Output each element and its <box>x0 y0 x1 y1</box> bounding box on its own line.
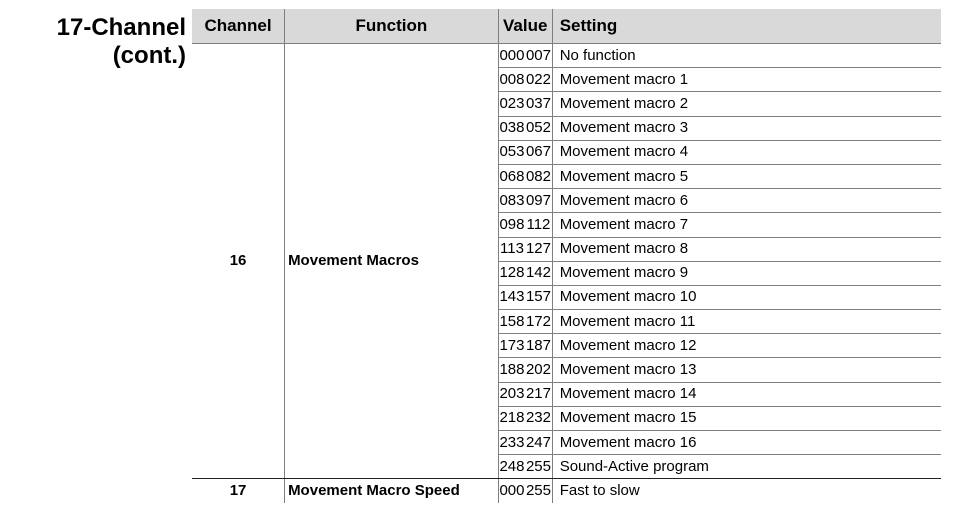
value-to-cell: 037 <box>525 91 553 117</box>
setting-cell: Movement macro 3 <box>552 116 941 141</box>
setting-cell: Movement macro 8 <box>552 237 941 262</box>
table-row: 113 127 Movement macro 8 <box>192 237 941 262</box>
table-row: 038 052 Movement macro 3 <box>192 116 941 141</box>
value-to-cell: 247 <box>525 430 553 456</box>
value-to-cell: 112 <box>525 212 553 238</box>
value-from-cell: 000 <box>498 43 526 69</box>
value-to-cell: 007 <box>525 43 553 69</box>
table-row: 233 247 Movement macro 16 <box>192 430 941 456</box>
table-row: 16 Movement Macros 000 007 No function <box>192 43 941 480</box>
table-row: 023 037 Movement macro 2 <box>192 91 941 117</box>
value-to-cell: 172 <box>525 309 553 335</box>
header-value: Value <box>498 9 553 44</box>
table-row: 158 172 Movement macro 11 <box>192 309 941 335</box>
value-from-cell: 083 <box>498 188 526 214</box>
setting-cell: Movement macro 5 <box>552 164 941 190</box>
header-channel: Channel <box>192 9 286 44</box>
setting-cell: Movement macro 2 <box>552 91 941 117</box>
setting-cell: Movement macro 14 <box>552 382 941 407</box>
table-row: 173 187 Movement macro 12 <box>192 333 941 359</box>
setting-cell: Movement macro 11 <box>552 309 941 335</box>
setting-cell: No function <box>552 43 941 69</box>
value-to-cell: 022 <box>525 67 553 93</box>
value-from-cell: 098 <box>498 212 526 238</box>
value-to-cell: 255 <box>525 454 553 480</box>
value-to-cell: 082 <box>525 164 553 190</box>
table-row: 143 157 Movement macro 10 <box>192 285 941 311</box>
setting-cell: Fast to slow <box>559 481 640 499</box>
setting-cell: Movement macro 4 <box>552 140 941 165</box>
value-to-cell: 052 <box>525 116 553 141</box>
value-from-cell: 113 <box>498 237 526 262</box>
setting-cell: Movement macro 10 <box>552 285 941 311</box>
setting-cell: Sound-Active program <box>552 454 941 480</box>
dmx-channel-table: Channel Function Value Setting 16 Movemen… <box>192 9 941 503</box>
value-from-cell: 023 <box>498 91 526 117</box>
table-row: 218 232 Movement macro 15 <box>192 406 941 432</box>
value-from-cell: 000 <box>499 481 525 499</box>
section-title: 17-Channel (cont.) <box>57 14 186 70</box>
value-to-cell: 232 <box>525 406 553 432</box>
channel-cell: 17 <box>192 478 286 503</box>
value-from-cell: 158 <box>498 309 526 335</box>
value-from-cell: 173 <box>498 333 526 359</box>
value-from-cell: 188 <box>498 357 526 383</box>
table-row: 128 142 Movement macro 9 <box>192 261 941 286</box>
value-from-cell: 218 <box>498 406 526 432</box>
table-row: 203 217 Movement macro 14 <box>192 382 941 407</box>
table-row: 053 067 Movement macro 4 <box>192 140 941 165</box>
value-from-cell: 233 <box>498 430 526 456</box>
header-setting: Setting <box>552 9 941 44</box>
value-from-cell: 203 <box>498 382 526 407</box>
table-row: 188 202 Movement macro 13 <box>192 357 941 383</box>
table-row: 248 255 Sound-Active program <box>192 454 941 480</box>
table-body: 16 Movement Macros 000 007 No function 008 022… <box>192 43 941 503</box>
table-row: 008 022 Movement macro 1 <box>192 67 941 93</box>
table-row: 098 112 Movement macro 7 <box>192 212 941 238</box>
setting-cell: Movement macro 7 <box>552 212 941 238</box>
table-header-row: Channel Function Value Setting <box>192 9 941 44</box>
setting-cell: Movement macro 15 <box>552 406 941 432</box>
channel-cell: 16 <box>192 43 286 480</box>
table-row: 083 097 Movement macro 6 <box>192 188 941 214</box>
setting-cell: Movement macro 1 <box>552 67 941 93</box>
setting-cell: Movement macro 9 <box>552 261 941 286</box>
value-to-cell: 067 <box>525 140 553 165</box>
value-to-cell: 202 <box>525 357 553 383</box>
value-to-cell: 157 <box>525 285 553 311</box>
setting-cell: Movement macro 12 <box>552 333 941 359</box>
value-to-cell: 187 <box>525 333 553 359</box>
setting-cell: Movement macro 16 <box>552 430 941 456</box>
value-to-cell: 217 <box>525 382 553 407</box>
value-to-cell: 127 <box>525 237 553 262</box>
value-from-cell: 128 <box>498 261 526 286</box>
function-cell: Movement Macro Speed <box>284 478 499 503</box>
table-row: 068 082 Movement macro 5 <box>192 164 941 190</box>
value-from-cell: 038 <box>498 116 526 141</box>
value-from-cell: 008 <box>498 67 526 93</box>
value-to-cell: 255 <box>525 478 553 503</box>
value-from-cell: 143 <box>498 285 526 311</box>
setting-cell: Movement macro 13 <box>552 357 941 383</box>
section-title-line1: 17-Channel <box>56 14 186 41</box>
value-from-cell: 053 <box>498 140 526 165</box>
value-from-cell: 068 <box>498 164 526 190</box>
setting-cell: Movement macro 6 <box>552 188 941 214</box>
table-row: 17 Movement Macro Speed 000 255 Fast to slow <box>192 478 941 503</box>
header-function: Function <box>284 9 499 44</box>
value-to-cell: 142 <box>525 261 553 286</box>
function-cell: Movement Macros <box>284 43 499 480</box>
section-title-line2: (cont.) <box>112 42 186 69</box>
value-to-cell: 097 <box>525 188 553 214</box>
value-from-cell: 248 <box>498 454 526 480</box>
